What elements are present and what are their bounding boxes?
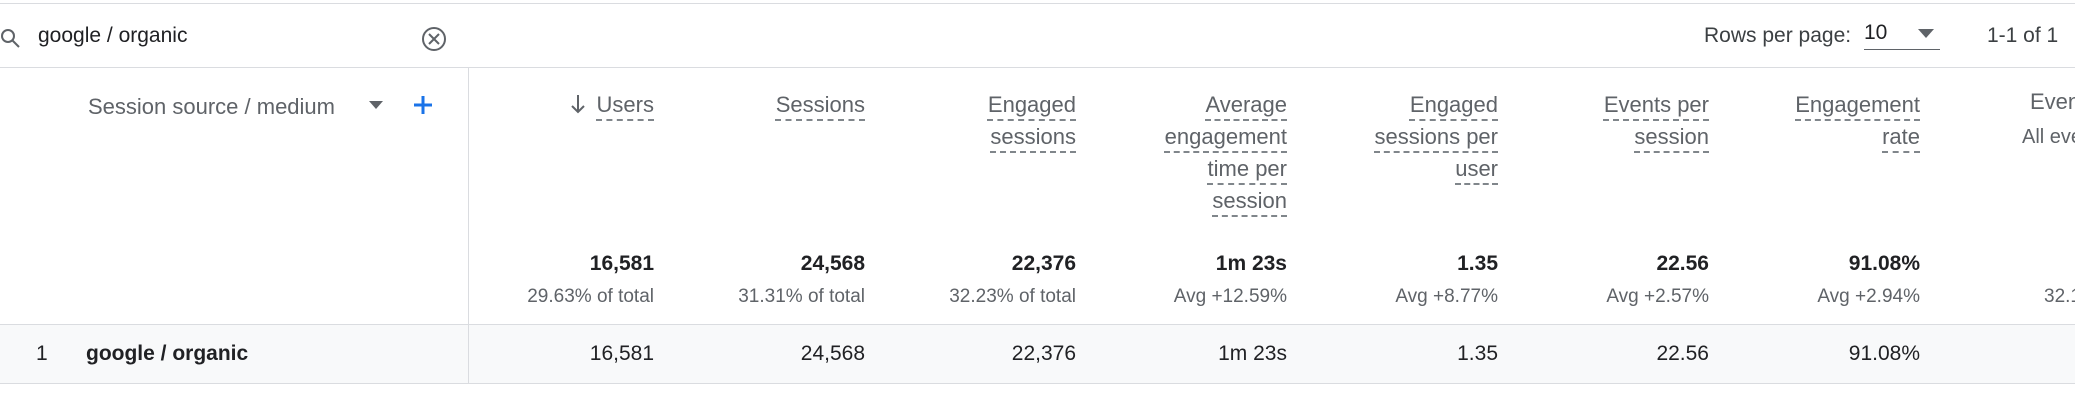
column-subheader: All eve — [2022, 126, 2075, 148]
total-value: 32.1 — [2044, 286, 2075, 307]
row-background — [0, 324, 2075, 384]
total-note: Avg +2.57% — [1606, 286, 1709, 307]
total-note: 29.63% of total — [527, 286, 654, 307]
column-header-text: Users — [596, 92, 654, 117]
cell-value: 16,581 — [589, 342, 654, 365]
top-border — [0, 3, 2075, 4]
cell-value: 22.56 — [1656, 342, 1709, 365]
total-value: 1m 23s — [1215, 252, 1287, 275]
row-index: 1 — [36, 342, 48, 365]
column-header-text: Events per session — [1603, 92, 1709, 149]
cell-value: 1m 23s — [1218, 342, 1287, 365]
total-note: Avg +2.94% — [1817, 286, 1920, 307]
column-header-text: Average engagement time per session — [1164, 92, 1287, 213]
column-divider — [468, 67, 469, 384]
rows-per-page-label: Rows per page: — [1704, 24, 1852, 47]
sort-arrow — [570, 95, 585, 114]
column-header: Even — [2030, 89, 2075, 114]
cell-value: 1.35 — [1457, 342, 1498, 365]
clear-button[interactable] — [420, 25, 448, 53]
column-header[interactable]: Engaged sessions per user — [1348, 89, 1498, 185]
total-note: Avg +12.59% — [1173, 286, 1287, 307]
search-icon — [1, 29, 20, 48]
column-divider — [468, 324, 469, 384]
column-header[interactable]: Engaged sessions — [926, 89, 1076, 153]
rows-per-page-value: 10 — [1864, 21, 1888, 44]
rows-per-page-select[interactable]: 10 — [1864, 21, 1940, 50]
column-header[interactable]: Sessions — [715, 89, 865, 121]
dimension-dropdown[interactable] — [369, 101, 383, 110]
total-note: 31.31% of total — [738, 286, 865, 307]
dropdown-arrow — [1918, 29, 1934, 38]
total-value: 16,581 — [589, 252, 654, 275]
total-value: 22.56 — [1656, 252, 1709, 275]
add-dimension[interactable] — [412, 94, 434, 116]
total-value: 22,376 — [1011, 252, 1076, 275]
pagination-range: 1-1 of 1 — [1987, 24, 2059, 47]
total-value: 1.35 — [1457, 252, 1498, 275]
cell-value: 91.08% — [1848, 342, 1920, 365]
column-header-text: Engagement rate — [1795, 92, 1920, 149]
column-header[interactable]: Events per session — [1559, 89, 1709, 153]
header-border — [0, 67, 2075, 68]
cell-value: 24,568 — [800, 342, 865, 365]
search-query[interactable]: google / organic — [38, 24, 188, 47]
total-value: 24,568 — [800, 252, 865, 275]
cell-value: 22,376 — [1011, 342, 1076, 365]
column-header[interactable]: Engagement rate — [1770, 89, 1920, 153]
column-header-text: Sessions — [775, 92, 865, 117]
total-note: Avg +8.77% — [1395, 286, 1498, 307]
row-dimension: google / organic — [86, 342, 249, 365]
column-header-text: Engaged sessions — [987, 92, 1076, 149]
column-header-text: Engaged sessions per user — [1374, 92, 1498, 181]
dimension-header[interactable]: Session source / medium — [88, 94, 335, 119]
total-value: 91.08% — [1848, 252, 1920, 275]
total-note: 32.23% of total — [949, 286, 1076, 307]
column-header[interactable]: Users — [504, 89, 654, 121]
column-header[interactable]: Average engagement time per session — [1137, 89, 1287, 217]
